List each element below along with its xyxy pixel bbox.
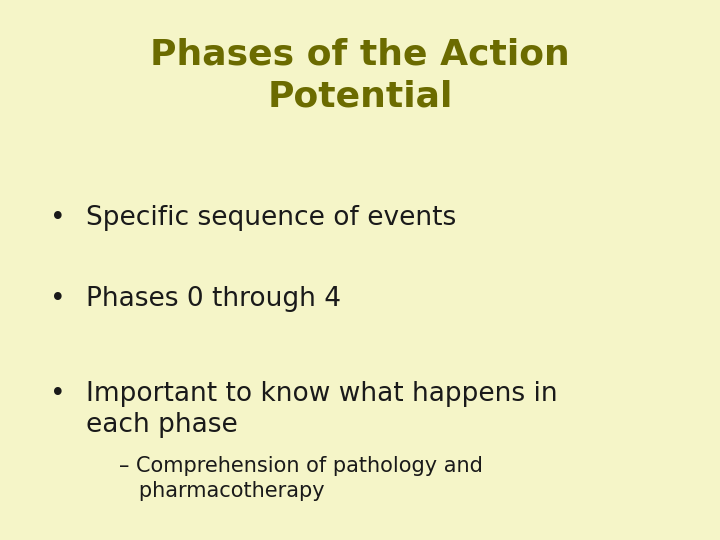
Text: – Comprehension of pathology and
   pharmacotherapy: – Comprehension of pathology and pharmac… (119, 456, 482, 501)
Text: Important to know what happens in
each phase: Important to know what happens in each p… (86, 381, 558, 438)
Text: •: • (50, 381, 66, 407)
Text: Specific sequence of events: Specific sequence of events (86, 205, 456, 231)
Text: Phases 0 through 4: Phases 0 through 4 (86, 286, 341, 312)
Text: Phases of the Action
Potential: Phases of the Action Potential (150, 38, 570, 114)
Text: •: • (50, 286, 66, 312)
Text: •: • (50, 205, 66, 231)
